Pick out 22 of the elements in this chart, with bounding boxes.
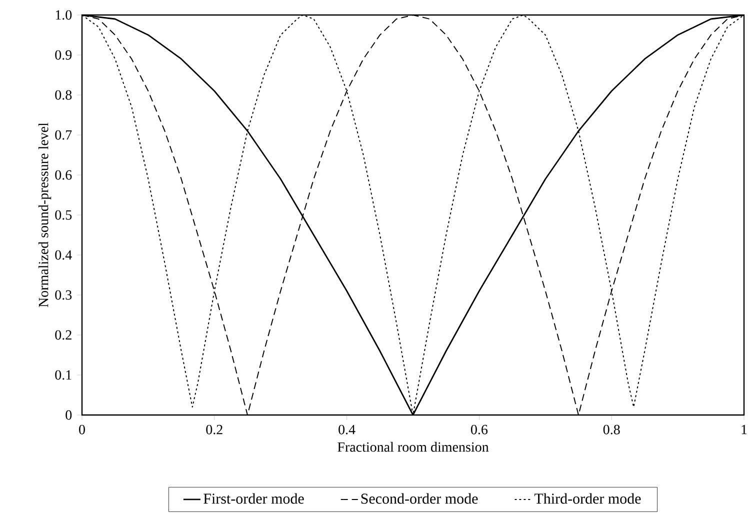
y-tick-label: 0.3: [55, 290, 72, 300]
y-tick-label: 0.7: [55, 130, 72, 140]
x-tick-label: 0.2: [206, 424, 222, 434]
y-axis-title: Normalized sound-pressure level: [38, 122, 52, 308]
legend-label: First-order mode: [204, 493, 304, 504]
x-tick-label: 0.8: [603, 424, 620, 434]
x-tick-label: 0.6: [470, 424, 488, 434]
y-tick-label: 0.5: [55, 210, 72, 220]
y-tick-label: 0.2: [55, 330, 72, 340]
x-tick-label: 0.4: [338, 424, 356, 434]
x-axis-title: Fractional room dimension: [338, 442, 489, 452]
y-tick-label: 0.1: [55, 370, 72, 380]
y-tick-label: 0.4: [55, 250, 72, 260]
y-tick-label: 0.8: [55, 90, 72, 100]
x-tick-label: 0: [79, 424, 85, 434]
y-tick-label: 0.6: [55, 170, 72, 180]
legend-label: Third-order mode: [534, 493, 641, 504]
y-tick-label: 0.9: [55, 50, 72, 60]
legend-label: Second-order mode: [361, 493, 478, 504]
y-tick-label: 0: [66, 410, 72, 420]
y-tick-label: 1.0: [56, 10, 72, 20]
x-tick-label: 1: [742, 424, 747, 434]
